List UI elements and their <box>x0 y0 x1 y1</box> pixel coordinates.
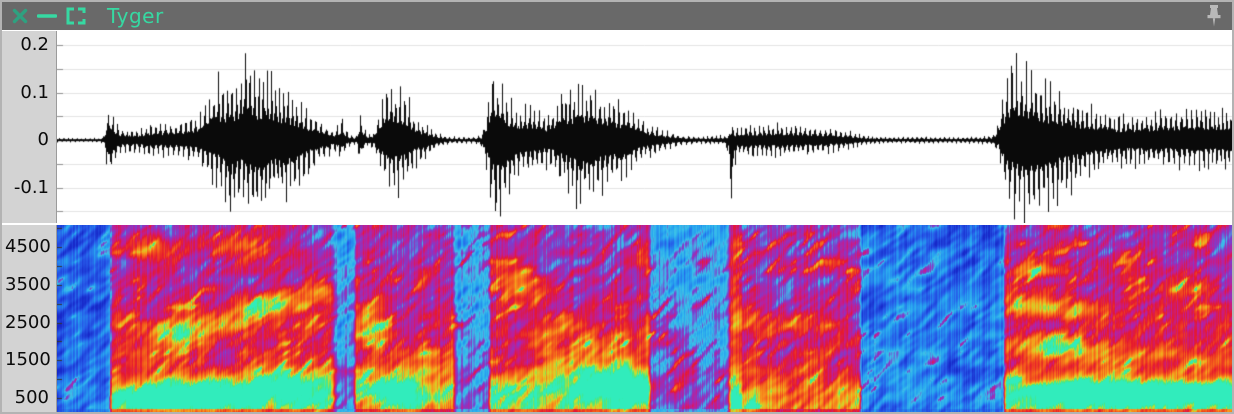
wave-axis-tick-label: -0.1 <box>13 176 49 198</box>
waveform-canvas[interactable] <box>57 31 1232 223</box>
spec-axis-tick-label: 2500 <box>5 311 51 333</box>
spectrogram-pane: 4500 3500 2500 1500 500 <box>2 225 1232 412</box>
minimize-button[interactable] <box>35 2 59 30</box>
title-bar[interactable]: Tyger <box>2 2 1232 30</box>
maximize-button[interactable] <box>64 2 88 30</box>
wave-axis-tick-label: 0.2 <box>20 34 49 56</box>
close-icon <box>12 8 28 24</box>
wave-axis-tick-label: 0.1 <box>20 81 49 103</box>
window-title: Tyger <box>107 4 164 28</box>
spectrogram-canvas[interactable] <box>57 225 1232 412</box>
waveform-axis-gutter: 0.2 0.1 0 -0.1 <box>2 31 57 223</box>
spectrogram-axis-gutter: 4500 3500 2500 1500 500 <box>2 225 57 412</box>
waveform-pane: 0.2 0.1 0 -0.1 <box>2 31 1232 223</box>
close-button[interactable] <box>10 2 30 30</box>
wave-axis-tick-label: 0 <box>37 129 49 151</box>
spec-axis-tick-label: 4500 <box>5 236 51 257</box>
spec-axis-tick-label: 1500 <box>5 349 51 371</box>
spec-axis-tick-label: 3500 <box>5 273 51 295</box>
maximize-icon <box>66 7 86 25</box>
minimize-icon <box>37 14 57 18</box>
spec-axis-tick-label: 500 <box>14 386 49 408</box>
pin-icon <box>1207 5 1221 27</box>
pin-button[interactable] <box>1202 2 1226 30</box>
